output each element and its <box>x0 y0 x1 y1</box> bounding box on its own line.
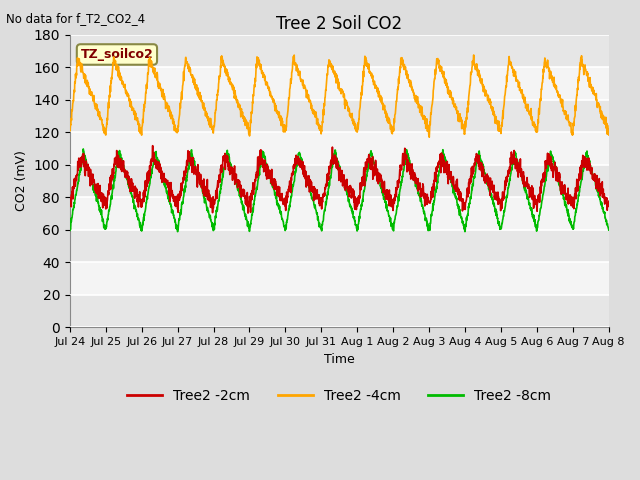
Bar <box>70 165 609 197</box>
Bar <box>70 67 609 100</box>
Bar <box>70 295 609 327</box>
Bar <box>70 230 609 263</box>
Bar <box>70 197 609 230</box>
Legend: Tree2 -2cm, Tree2 -4cm, Tree2 -8cm: Tree2 -2cm, Tree2 -4cm, Tree2 -8cm <box>122 384 557 408</box>
Bar <box>70 263 609 295</box>
Bar <box>70 35 609 67</box>
Y-axis label: CO2 (mV): CO2 (mV) <box>15 151 28 212</box>
Bar <box>70 132 609 165</box>
Text: No data for f_T2_CO2_4: No data for f_T2_CO2_4 <box>6 12 145 25</box>
Text: TZ_soilco2: TZ_soilco2 <box>81 48 154 61</box>
Bar <box>70 100 609 132</box>
Title: Tree 2 Soil CO2: Tree 2 Soil CO2 <box>276 15 403 33</box>
X-axis label: Time: Time <box>324 353 355 366</box>
